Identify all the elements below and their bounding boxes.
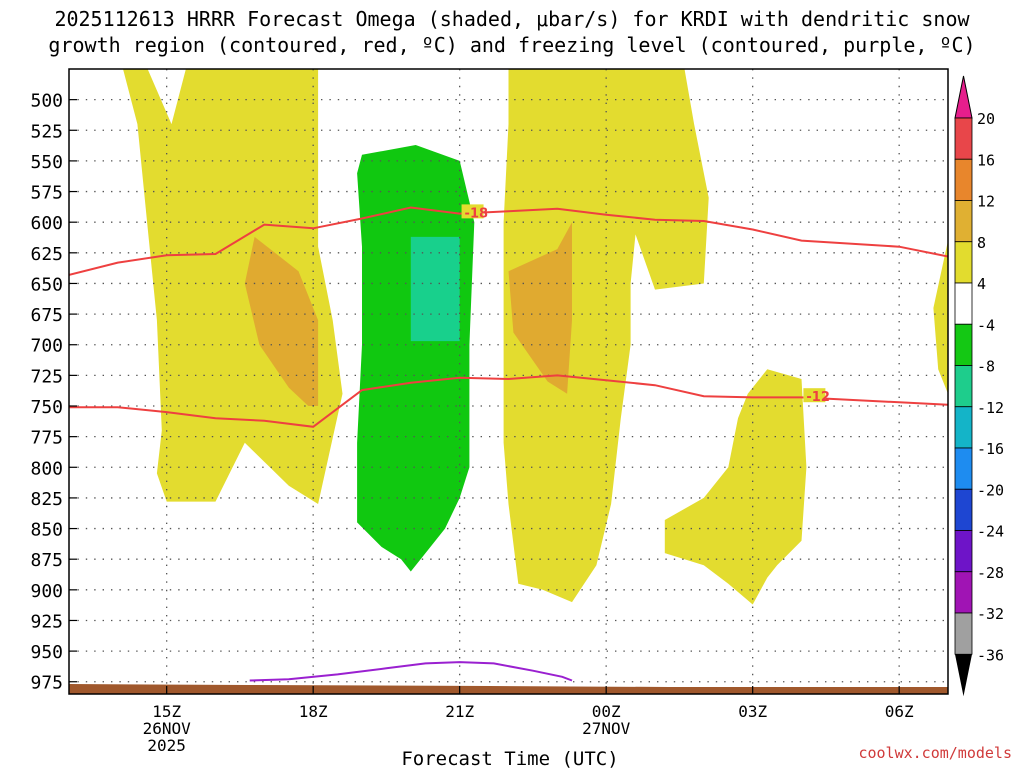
contour-label-bg--18 bbox=[461, 204, 484, 219]
colorbar-label--28: -28 bbox=[977, 564, 1004, 582]
omega-region-4-8-1 bbox=[123, 69, 343, 504]
colorbar-label-20: 20 bbox=[977, 110, 995, 128]
x-tick-label-26NOV: 26NOV bbox=[143, 719, 192, 738]
title-line-2: growth region (contoured, red, ºC) and f… bbox=[48, 33, 976, 57]
colorbar-swatch-2 bbox=[954, 158, 973, 201]
ground-layer bbox=[69, 684, 948, 694]
x-tick-label-18Z: 18Z bbox=[299, 702, 328, 721]
colorbar-swatch-4 bbox=[954, 241, 973, 284]
colorbar-swatch-1 bbox=[954, 117, 973, 160]
x-tick-label-27NOV: 27NOV bbox=[582, 719, 631, 738]
x-tick-label-03Z: 03Z bbox=[738, 702, 767, 721]
colorbar-label--24: -24 bbox=[977, 523, 1004, 541]
colorbar-bottom-arrow bbox=[955, 654, 972, 697]
gridlines bbox=[69, 69, 948, 694]
y-tick-label-550: 550 bbox=[30, 152, 63, 173]
x-tick-label-06Z: 06Z bbox=[885, 702, 914, 721]
x-axis-label: Forecast Time (UTC) bbox=[401, 748, 618, 768]
y-axis-ticks: 500 525 550 575 600 625 650 675 700 725 750 775 800 8… bbox=[30, 91, 77, 694]
colorbar-swatch-10 bbox=[954, 488, 973, 531]
y-tick-label-625: 625 bbox=[30, 244, 63, 265]
colorbar-label-16: 16 bbox=[977, 151, 995, 169]
colorbar-swatch-13 bbox=[954, 612, 973, 655]
y-tick-label-900: 900 bbox=[30, 581, 63, 602]
frame-rect bbox=[68, 68, 949, 695]
y-tick-label-800: 800 bbox=[30, 458, 63, 479]
omega-region-8-12-1 bbox=[244, 236, 319, 406]
colorbar-swatch-3 bbox=[954, 200, 973, 243]
colorbar-label--8: -8 bbox=[977, 358, 995, 376]
x-tick-label-21Z: 21Z bbox=[445, 702, 474, 721]
y-tick-label-700: 700 bbox=[30, 336, 63, 357]
y-tick-label-725: 725 bbox=[30, 366, 63, 387]
omega-region-4-8-2 bbox=[503, 69, 709, 603]
y-tick-label-950: 950 bbox=[30, 642, 63, 663]
y-tick-label-825: 825 bbox=[30, 489, 63, 510]
colorbar-label--4: -4 bbox=[977, 316, 995, 334]
colorbar-label-8: 8 bbox=[977, 234, 986, 252]
colorbar-swatch-7 bbox=[954, 365, 973, 408]
plot-frame bbox=[68, 68, 949, 695]
y-tick-label-775: 775 bbox=[30, 428, 63, 449]
chart-title: 2025112613 HRRR Forecast Omega (shaded, … bbox=[0, 6, 1024, 58]
shading-group bbox=[123, 69, 948, 605]
contour-label--18: -18 bbox=[465, 206, 489, 221]
x-tick-label-15Z: 15Z bbox=[152, 702, 181, 721]
y-tick-label-500: 500 bbox=[30, 91, 63, 112]
omega-region-neg8-neg12-1 bbox=[410, 236, 460, 342]
y-tick-label-925: 925 bbox=[30, 611, 63, 632]
dendritic-contour-line--18 bbox=[69, 206, 948, 276]
colorbar-swatch-12 bbox=[954, 571, 973, 614]
colorbar-label--20: -20 bbox=[977, 481, 1004, 499]
colorbar-swatch-6 bbox=[954, 323, 973, 366]
dendritic-contour-line--12 bbox=[69, 374, 948, 428]
title-line-1: 2025112613 HRRR Forecast Omega (shaded, … bbox=[54, 7, 970, 31]
y-tick-label-875: 875 bbox=[30, 550, 63, 571]
colorbar-swatch-9 bbox=[954, 447, 973, 490]
y-tick-label-575: 575 bbox=[30, 183, 63, 204]
ground-fill bbox=[69, 684, 948, 694]
y-tick-label-600: 600 bbox=[30, 213, 63, 234]
colorbar-label--12: -12 bbox=[977, 399, 1004, 417]
contour-label-bg--12 bbox=[803, 388, 826, 403]
colorbar-label-4: 4 bbox=[977, 275, 986, 293]
colorbar-swatch-11 bbox=[954, 530, 973, 573]
omega-region-4-8-4 bbox=[933, 240, 948, 394]
x-tick-label-2025: 2025 bbox=[147, 736, 186, 755]
contour-label--12: -12 bbox=[806, 390, 830, 405]
colorbar-top-arrow bbox=[954, 75, 973, 119]
colorbar-swatch-8 bbox=[954, 406, 973, 449]
freezing-level-contour bbox=[249, 661, 573, 682]
colorbar-label--32: -32 bbox=[977, 605, 1004, 623]
colorbar-swatch-5 bbox=[954, 282, 973, 325]
y-tick-label-675: 675 bbox=[30, 305, 63, 326]
colorbar-label-12: 12 bbox=[977, 193, 995, 211]
colorbar: 20 16 12 8 4 -4 -8 -12 -16 -20 -24 -28 -32 -36 bbox=[954, 75, 1004, 697]
omega-shading bbox=[123, 69, 948, 605]
colorbar-label--16: -16 bbox=[977, 440, 1004, 458]
contour-group: -18 -12 bbox=[69, 204, 948, 682]
omega-region-8-12-2 bbox=[508, 222, 572, 394]
omega-region-4-8-3 bbox=[664, 369, 807, 605]
temperature-contours: -18 -12 bbox=[69, 204, 948, 682]
y-tick-label-650: 650 bbox=[30, 274, 63, 295]
y-tick-label-850: 850 bbox=[30, 520, 63, 541]
colorbar-label--36: -36 bbox=[977, 646, 1004, 664]
y-tick-label-975: 975 bbox=[30, 673, 63, 694]
source-credit: coolwx.com/models bbox=[858, 744, 1012, 762]
y-tick-label-525: 525 bbox=[30, 121, 63, 142]
x-tick-label-00Z: 00Z bbox=[592, 702, 621, 721]
y-tick-label-750: 750 bbox=[30, 397, 63, 418]
